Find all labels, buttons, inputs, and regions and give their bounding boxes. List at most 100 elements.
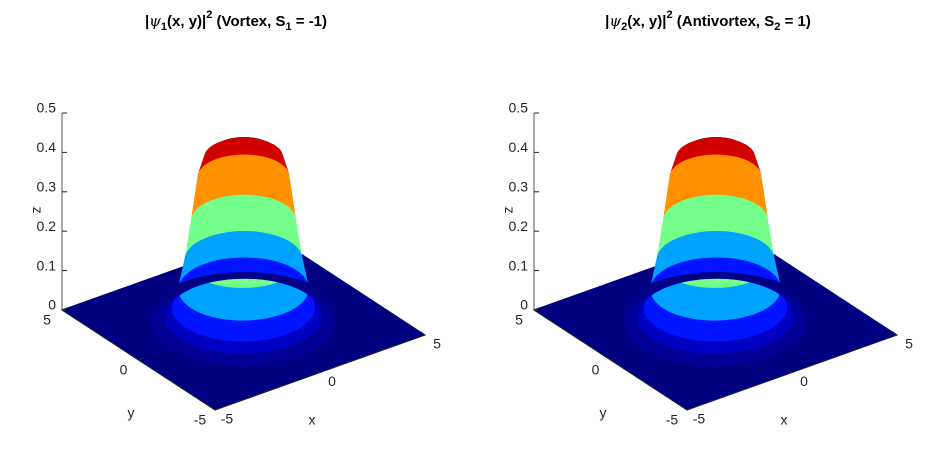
y-tick-label: 5 bbox=[43, 312, 51, 328]
surface-facet bbox=[244, 194, 250, 232]
surface-facet bbox=[713, 138, 717, 156]
surface-facet bbox=[241, 154, 246, 196]
x-axis-label: x bbox=[309, 412, 316, 428]
title-part: ψ bbox=[609, 12, 621, 30]
chart-title: |ψ1(x, y)|2 (Vortex, S1 = -1) bbox=[145, 9, 327, 33]
x-tick bbox=[420, 331, 426, 336]
surface-facet bbox=[708, 194, 714, 232]
surface-facet bbox=[704, 272, 713, 279]
title-part: | bbox=[145, 13, 149, 30]
surface-facet bbox=[707, 257, 714, 273]
surface-facet bbox=[236, 231, 242, 259]
x-tick-label: 0 bbox=[800, 373, 808, 389]
surface-facet bbox=[241, 319, 247, 342]
surface-facet bbox=[244, 257, 251, 273]
title-part: ψ bbox=[149, 12, 161, 30]
surface-facet bbox=[804, 313, 820, 317]
y-tick-label: 0 bbox=[120, 362, 128, 378]
x-tick-label: 0 bbox=[328, 373, 336, 389]
z-axis-label: z bbox=[28, 207, 44, 214]
z-axis-label: z bbox=[500, 207, 516, 214]
surface-facet bbox=[716, 257, 723, 273]
surface-facet bbox=[712, 352, 720, 366]
title-part: | bbox=[605, 13, 609, 30]
y-tick bbox=[214, 407, 221, 411]
surface-facet bbox=[241, 340, 248, 354]
surface-facet bbox=[238, 272, 247, 278]
x-tick-label: 5 bbox=[905, 336, 913, 352]
surface-facet bbox=[721, 257, 727, 274]
surface-facet bbox=[240, 257, 246, 273]
y-axis-label: y bbox=[128, 405, 135, 421]
surface-facet bbox=[712, 194, 718, 232]
x-tick-label: 5 bbox=[433, 336, 441, 352]
z-tick-label: 0.5 bbox=[509, 100, 529, 116]
z-tick-label: 0.1 bbox=[509, 257, 529, 273]
y-tick bbox=[610, 357, 616, 361]
surface-facet bbox=[240, 194, 246, 232]
y-tick bbox=[533, 307, 540, 311]
y-tick-label: -5 bbox=[194, 412, 207, 428]
y-tick-label: -5 bbox=[666, 412, 679, 428]
surface-facet bbox=[713, 287, 719, 321]
x-tick-label: -5 bbox=[693, 411, 706, 427]
surface-facet bbox=[244, 138, 248, 156]
z-tick-label: 0 bbox=[48, 297, 56, 313]
surface-facet bbox=[716, 154, 721, 196]
title-part: 1 bbox=[161, 21, 167, 33]
z-tick-label: 0.4 bbox=[37, 139, 57, 155]
surface-facet bbox=[712, 230, 718, 259]
y-tick bbox=[686, 407, 693, 411]
title-part: 1 bbox=[285, 21, 291, 33]
surface-facet bbox=[244, 154, 249, 196]
x-tick bbox=[682, 406, 688, 411]
surface-facet bbox=[716, 230, 722, 259]
chart-title: |ψ2(x, y)|2 (Antivortex, S2 = 1) bbox=[605, 9, 811, 33]
surface-facet bbox=[717, 272, 726, 279]
surface-facet bbox=[232, 272, 241, 279]
surface-facet bbox=[238, 137, 243, 156]
surface-facet bbox=[249, 257, 255, 274]
y-tick-label: 5 bbox=[515, 312, 523, 328]
title-part: (x, y)| bbox=[627, 13, 666, 30]
surface-facet bbox=[716, 138, 720, 156]
x-tick-label: -5 bbox=[221, 411, 234, 427]
z-tick-label: 0.2 bbox=[509, 218, 529, 234]
y-axis-label: y bbox=[600, 405, 607, 421]
title-part: (Antivortex, S bbox=[673, 13, 775, 30]
surface-facet bbox=[712, 364, 721, 373]
surface-facet bbox=[245, 272, 254, 279]
surface-facet bbox=[240, 230, 246, 259]
z-tick-label: 0.1 bbox=[37, 257, 57, 273]
surface-facet bbox=[140, 311, 156, 316]
surface-facet bbox=[710, 137, 715, 156]
title-part: 2 bbox=[774, 21, 780, 33]
surface-facet bbox=[236, 194, 242, 232]
z-tick-label: 0.2 bbox=[37, 218, 57, 234]
surface-facet bbox=[244, 230, 250, 259]
z-tick-label: 0.3 bbox=[509, 179, 529, 195]
x-tick bbox=[892, 331, 898, 336]
surface-facet bbox=[332, 313, 348, 317]
surface-facet bbox=[235, 257, 242, 273]
surface-facet bbox=[712, 257, 718, 273]
z-tick-label: 0 bbox=[520, 297, 528, 313]
surface-facet bbox=[240, 364, 249, 373]
surface-facet bbox=[713, 319, 719, 342]
y-tick bbox=[138, 357, 144, 361]
title-part: (x, y)| bbox=[167, 13, 206, 30]
z-tick-label: 0.3 bbox=[37, 179, 57, 195]
title-part: 2 bbox=[621, 21, 627, 33]
title-part: = 1) bbox=[780, 13, 810, 30]
title-part: (Vortex, S bbox=[212, 13, 285, 30]
z-tick-label: 0.5 bbox=[37, 100, 57, 116]
x-tick bbox=[315, 369, 321, 373]
surface-facet bbox=[713, 340, 720, 354]
title-part: 2 bbox=[206, 9, 212, 21]
surface-facet bbox=[710, 272, 719, 278]
surface-facet bbox=[240, 352, 248, 366]
x-tick bbox=[210, 406, 216, 411]
surface-facet bbox=[708, 231, 714, 259]
surface-facet bbox=[716, 194, 722, 232]
